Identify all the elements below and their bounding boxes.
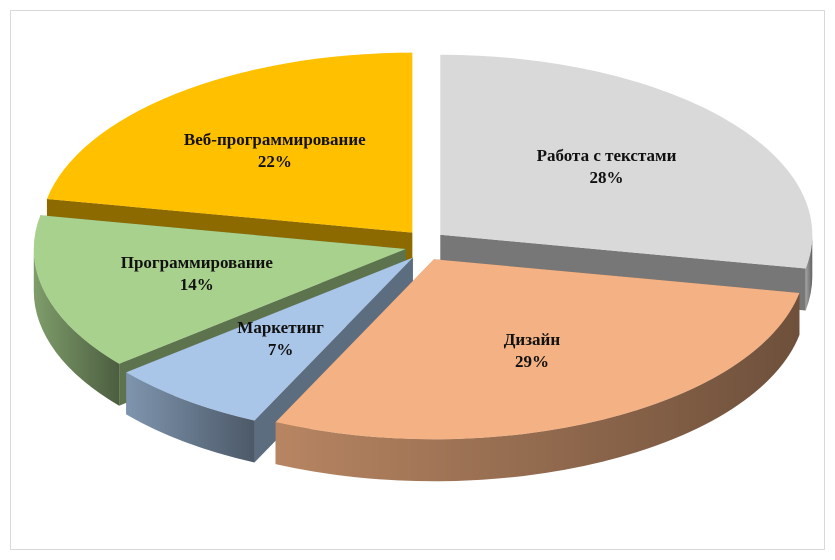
value-label: 14%: [180, 275, 214, 294]
pie-slice: [275, 259, 800, 482]
slice-top: [46, 52, 413, 233]
category-label: Маркетинг: [237, 318, 324, 337]
slice-side: [33, 248, 120, 406]
value-label: 29%: [515, 352, 549, 371]
category-label: Веб-программирование: [184, 130, 366, 149]
value-label: 22%: [258, 152, 292, 171]
value-label: 28%: [590, 168, 624, 187]
slice-top: [33, 215, 406, 364]
slice-top: [275, 259, 800, 440]
slice-side: [126, 372, 255, 463]
slice-side: [275, 292, 800, 482]
category-label: Программирование: [121, 253, 274, 272]
slice-side: [805, 234, 813, 311]
value-label: 7%: [268, 340, 294, 359]
category-label: Работа с текстами: [537, 146, 677, 165]
category-label: Дизайн: [504, 330, 561, 349]
slice-top: [440, 54, 813, 269]
slice-top: [126, 257, 413, 421]
